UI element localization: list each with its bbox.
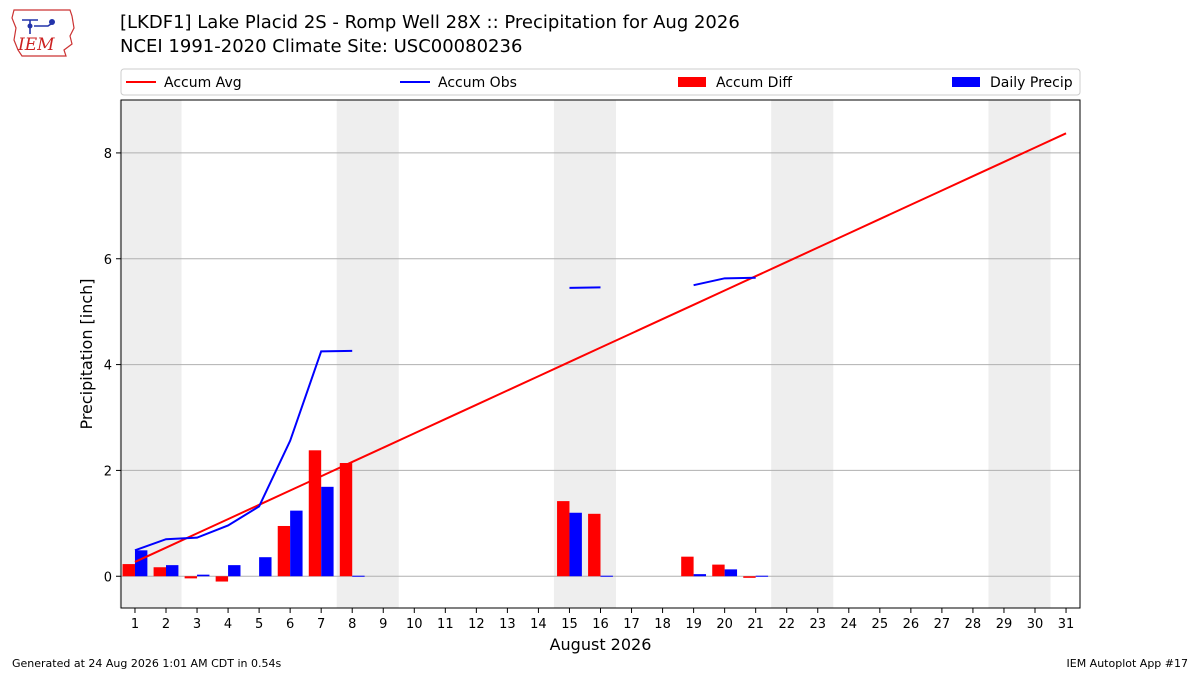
logo-text: IEM — [17, 35, 55, 55]
accum-obs-line — [693, 276, 756, 287]
x-tick-label: 16 — [592, 617, 609, 632]
legend-label: Accum Diff — [716, 75, 792, 91]
legend-label: Accum Obs — [438, 75, 517, 91]
daily-precip-bar — [600, 575, 613, 577]
x-tick-label: 4 — [224, 617, 232, 632]
app-label: IEM Autoplot App #17 — [1066, 657, 1189, 670]
accum-avg-line — [134, 132, 1067, 563]
x-tick-label: 18 — [654, 617, 671, 632]
chart-title: [LKDF1] Lake Placid 2S - Romp Well 28X :… — [120, 12, 740, 33]
accum-diff-bar — [184, 576, 198, 579]
daily-precip-bar — [197, 574, 210, 577]
x-tick-label: 17 — [623, 617, 640, 632]
x-tick-label: 15 — [561, 617, 578, 632]
x-tick-label: 21 — [747, 617, 764, 632]
bars — [122, 450, 769, 582]
y-axis-ticks: 0 2 4 6 8 — [104, 147, 121, 585]
accum-diff-bar — [712, 564, 725, 577]
x-tick-label: 31 — [1058, 617, 1075, 632]
x-tick-label: 28 — [965, 617, 982, 632]
x-tick-label: 3 — [193, 617, 201, 632]
chart-subtitle: NCEI 1991-2020 Climate Site: USC00080236 — [120, 36, 523, 57]
legend: Accum Avg Accum Obs Accum Diff Daily Precip — [120, 68, 1081, 96]
x-tick-label: 25 — [872, 617, 889, 632]
x-tick-label: 9 — [379, 617, 387, 632]
daily-precip-bar — [228, 565, 241, 577]
daily-precip-bar — [134, 550, 148, 577]
y-tick-label: 2 — [104, 464, 112, 479]
legend-label: Daily Precip — [990, 75, 1073, 91]
accum-diff-bar — [588, 513, 601, 577]
weekend-band — [119, 100, 182, 608]
x-tick-label: 26 — [903, 617, 920, 632]
x-tick-label: 10 — [406, 617, 423, 632]
x-axis-ticks: 1 2 3 4 5 6 7 8 9 10 11 12 13 14 15 16 17 18 19 20 21 22 23 24 2… — [131, 608, 1074, 632]
daily-precip-bar — [352, 575, 365, 577]
weekend-shading — [119, 100, 1051, 608]
x-tick-label: 22 — [778, 617, 795, 632]
x-tick-label: 24 — [841, 617, 858, 632]
accum-diff-bar — [215, 576, 229, 582]
weekend-band — [988, 100, 1051, 608]
legend-swatch — [678, 77, 706, 87]
daily-precip-bar — [321, 486, 334, 577]
legend-swatch — [952, 77, 980, 87]
accum-obs-line — [569, 286, 601, 289]
x-tick-label: 13 — [499, 617, 516, 632]
x-tick-label: 6 — [286, 617, 294, 632]
daily-precip-bar — [693, 574, 707, 577]
x-tick-label: 27 — [934, 617, 951, 632]
y-tick-label: 4 — [104, 359, 112, 374]
x-tick-label: 2 — [162, 617, 170, 632]
x-tick-label: 1 — [131, 617, 139, 632]
x-tick-label: 19 — [685, 617, 702, 632]
daily-precip-bar — [259, 557, 272, 577]
x-tick-label: 5 — [255, 617, 263, 632]
daily-precip-bar — [166, 565, 179, 577]
y-tick-label: 8 — [104, 147, 112, 162]
accum-diff-bar — [153, 567, 167, 577]
daily-precip-bar — [290, 510, 303, 577]
x-tick-label: 14 — [530, 617, 547, 632]
legend-label: Accum Avg — [164, 75, 242, 91]
accum-diff-bar — [557, 501, 570, 577]
lines — [134, 132, 1067, 563]
x-axis-label: August 2026 — [550, 635, 652, 654]
generated-timestamp: Generated at 24 Aug 2026 1:01 AM CDT in … — [12, 657, 282, 670]
iem-logo: IEM — [8, 6, 80, 58]
x-tick-label: 12 — [468, 617, 485, 632]
daily-precip-bar — [755, 575, 769, 577]
weekend-band — [771, 100, 834, 608]
daily-precip-bar — [569, 512, 582, 577]
accum-diff-bar — [122, 564, 135, 577]
y-axis-label: Precipitation [inch] — [77, 278, 96, 429]
x-tick-label: 7 — [317, 617, 325, 632]
accum-diff-bar — [308, 450, 322, 577]
x-tick-label: 30 — [1027, 617, 1044, 632]
daily-precip-bar — [724, 569, 738, 577]
x-tick-label: 23 — [809, 617, 826, 632]
x-tick-label: 8 — [348, 617, 356, 632]
x-tick-label: 11 — [437, 617, 454, 632]
accum-diff-bar — [277, 525, 291, 577]
x-tick-label: 20 — [716, 617, 733, 632]
accum-diff-bar — [339, 463, 353, 577]
accum-obs-line — [134, 349, 353, 552]
y-tick-label: 6 — [104, 253, 112, 268]
accum-diff-bar — [743, 576, 756, 578]
legend-box — [120, 68, 1081, 96]
x-tick-label: 29 — [996, 617, 1013, 632]
accum-diff-bar — [681, 556, 694, 577]
y-tick-label: 0 — [104, 570, 112, 585]
